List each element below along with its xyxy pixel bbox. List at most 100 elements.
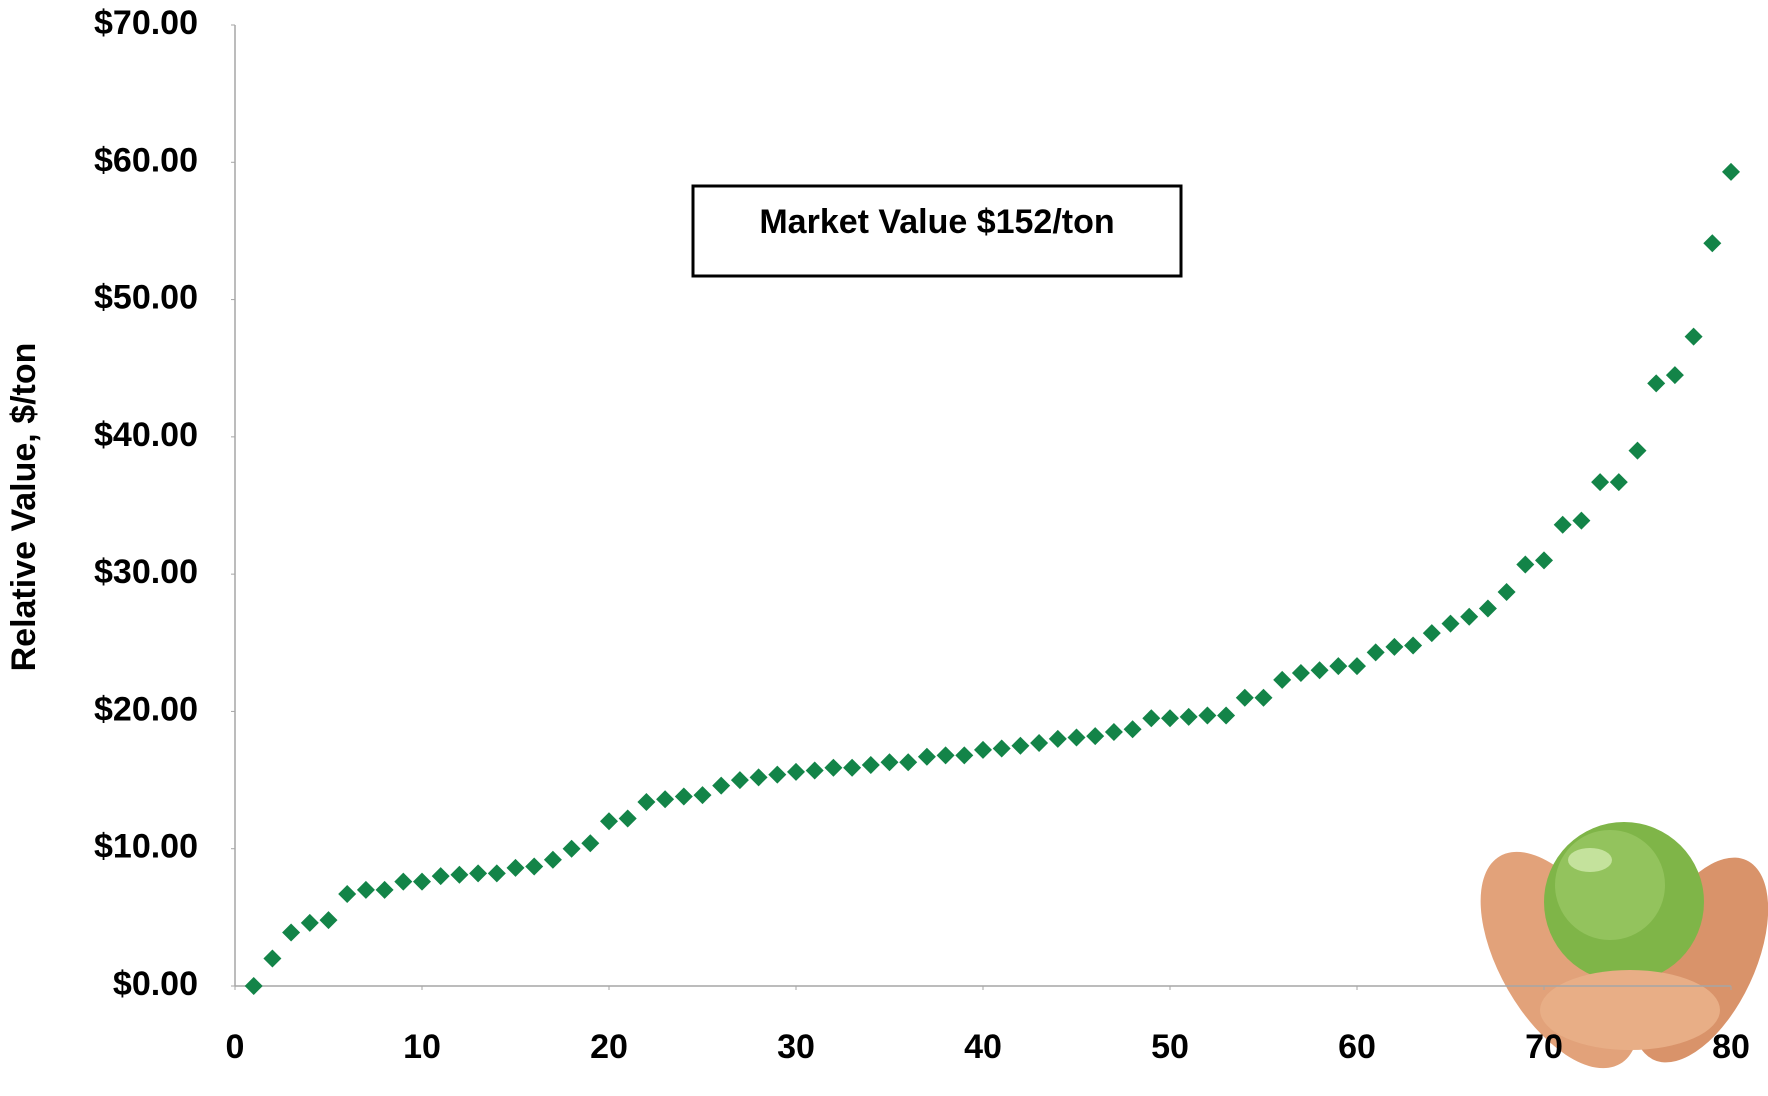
marker <box>918 748 936 766</box>
x-tick-label: 0 <box>226 1028 245 1066</box>
marker <box>563 840 581 858</box>
marker <box>1460 608 1478 626</box>
marker <box>413 873 431 891</box>
marker <box>656 790 674 808</box>
marker <box>338 885 356 903</box>
y-tick-label: $30.00 <box>94 553 198 591</box>
marker <box>450 866 468 884</box>
marker <box>1142 709 1160 727</box>
marker <box>619 810 637 828</box>
marker <box>1498 583 1516 601</box>
marker <box>1685 328 1703 346</box>
marker <box>806 761 824 779</box>
marker <box>1572 512 1590 530</box>
x-tick-label: 30 <box>777 1028 815 1066</box>
marker <box>937 746 955 764</box>
y-tick-label: $40.00 <box>94 416 198 454</box>
marker <box>1292 664 1310 682</box>
marker <box>245 977 263 995</box>
marker <box>1049 730 1067 748</box>
y-tick-label: $70.00 <box>94 4 198 42</box>
marker <box>1367 643 1385 661</box>
y-tick-label: $10.00 <box>94 828 198 866</box>
marker <box>1161 709 1179 727</box>
marker <box>488 864 506 882</box>
marker <box>993 739 1011 757</box>
marker <box>750 768 768 786</box>
marker <box>282 923 300 941</box>
marker <box>1124 720 1142 738</box>
marker <box>525 858 543 876</box>
marker <box>1180 708 1198 726</box>
marker <box>1722 163 1740 181</box>
marker <box>1554 516 1572 534</box>
marker <box>1329 657 1347 675</box>
marker <box>1086 727 1104 745</box>
marker <box>1348 657 1366 675</box>
marker <box>469 864 487 882</box>
marker <box>1311 661 1329 679</box>
marker <box>1666 366 1684 384</box>
x-tick-label: 70 <box>1525 1028 1563 1066</box>
marker <box>1105 723 1123 741</box>
marker <box>1030 734 1048 752</box>
marker <box>712 777 730 795</box>
marker <box>768 766 786 784</box>
marker <box>1535 551 1553 569</box>
y-tick-label: $60.00 <box>94 141 198 179</box>
marker <box>1442 615 1460 633</box>
marker <box>1591 473 1609 491</box>
marker <box>881 753 899 771</box>
marker <box>843 759 861 777</box>
marker <box>1404 637 1422 655</box>
marker <box>263 950 281 968</box>
marker <box>955 746 973 764</box>
marker <box>1255 689 1273 707</box>
marker <box>731 771 749 789</box>
y-tick-label: $50.00 <box>94 279 198 317</box>
x-tick-label: 60 <box>1338 1028 1376 1066</box>
x-tick-label: 20 <box>590 1028 628 1066</box>
chart: Relative Value, $/ton Market Value $152/… <box>0 0 1768 1096</box>
marker <box>1423 624 1441 642</box>
marker <box>1647 374 1665 392</box>
marker <box>1011 737 1029 755</box>
marker <box>357 881 375 899</box>
marker <box>1273 671 1291 689</box>
marker <box>320 911 338 929</box>
marker <box>1068 729 1086 747</box>
marker <box>1217 707 1235 725</box>
marker <box>787 763 805 781</box>
marker <box>862 756 880 774</box>
marker <box>600 812 618 830</box>
marker <box>675 788 693 806</box>
marker <box>544 851 562 869</box>
marker <box>394 873 412 891</box>
marker <box>1629 442 1647 460</box>
marker <box>301 914 319 932</box>
marker <box>637 793 655 811</box>
marker <box>1198 707 1216 725</box>
marker <box>1385 638 1403 656</box>
annotation: Market Value $152/ton <box>759 203 1114 241</box>
y-tick-label: $0.00 <box>113 965 198 1003</box>
x-tick-label: 80 <box>1712 1028 1750 1066</box>
marker <box>824 759 842 777</box>
marker <box>1610 473 1628 491</box>
marker <box>432 867 450 885</box>
y-axis-label: Relative Value, $/ton <box>5 343 43 672</box>
x-tick-label: 10 <box>403 1028 441 1066</box>
x-tick-label: 50 <box>1151 1028 1189 1066</box>
x-tick-label: 40 <box>964 1028 1002 1066</box>
marker <box>974 741 992 759</box>
marker <box>899 753 917 771</box>
marker <box>507 859 525 877</box>
y-tick-label: $20.00 <box>94 690 198 728</box>
marker <box>694 786 712 804</box>
marker <box>1703 234 1721 252</box>
marker <box>581 834 599 852</box>
marker <box>1516 556 1534 574</box>
marker <box>1236 689 1254 707</box>
marker <box>376 881 394 899</box>
marker <box>1479 599 1497 617</box>
